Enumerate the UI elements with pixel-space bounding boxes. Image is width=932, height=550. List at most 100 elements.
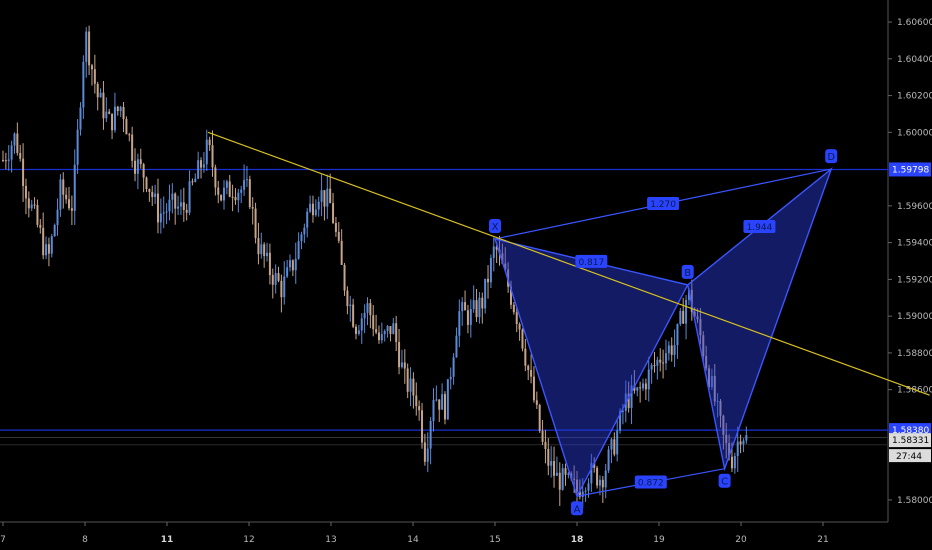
candle-body — [122, 106, 125, 120]
candle-body — [93, 69, 96, 84]
candle-body — [197, 160, 200, 179]
candle-body — [667, 345, 670, 354]
candle-body — [710, 375, 713, 388]
candle-body — [481, 297, 484, 309]
candle-body — [466, 310, 469, 325]
candle-body — [191, 181, 194, 183]
candle-body — [584, 490, 587, 492]
candle-body — [547, 448, 550, 466]
candle-body — [573, 478, 576, 480]
ratio-label: 0.872 — [638, 478, 664, 488]
candle-body — [151, 191, 154, 197]
candle-body — [268, 252, 271, 276]
y-tick-label: 1.59600 — [897, 202, 932, 212]
pattern-point-label: C — [721, 477, 728, 488]
candle-body — [179, 202, 182, 207]
candle-body — [409, 378, 412, 392]
candle-body — [334, 223, 337, 232]
candle-body — [613, 439, 616, 455]
level-price-label: 1.58380 — [892, 426, 929, 436]
candle-body — [162, 212, 165, 214]
candle-body — [621, 410, 624, 412]
candle-body — [225, 181, 228, 188]
x-tick-label: 11 — [161, 535, 174, 545]
candle-body — [128, 134, 131, 136]
candle-body — [355, 326, 358, 334]
candle-body — [435, 399, 438, 401]
candle-body — [489, 257, 492, 283]
candle-body — [200, 160, 203, 168]
candle-body — [337, 231, 340, 241]
candle-body — [515, 312, 518, 325]
candle-body — [260, 244, 263, 255]
candle-body — [616, 430, 619, 455]
candle-body — [297, 241, 300, 259]
candle-body — [10, 145, 13, 160]
candle-body — [277, 273, 280, 281]
x-tick-label: 21 — [817, 535, 828, 545]
candle-body — [412, 378, 415, 396]
candle-body — [725, 434, 728, 444]
candle-body — [423, 442, 426, 462]
candle-body — [708, 368, 711, 388]
candle-body — [291, 260, 294, 271]
candle-body — [113, 106, 116, 131]
candle-body — [696, 316, 699, 320]
candle-body — [601, 479, 604, 488]
candle-body — [478, 297, 481, 318]
candle-body — [50, 236, 53, 254]
candle-body — [99, 92, 102, 98]
x-tick-label: 8 — [82, 535, 88, 545]
candle-body — [154, 193, 157, 197]
candle-body — [567, 473, 570, 475]
candle-body — [79, 107, 82, 130]
candle-body — [340, 240, 343, 265]
pattern-point-label: A — [574, 504, 581, 515]
candle-body — [42, 227, 45, 256]
candle-body — [309, 203, 312, 212]
y-tick-label: 1.58600 — [897, 386, 932, 396]
candle-body — [311, 203, 314, 216]
candle-body — [647, 369, 650, 390]
candle-body — [653, 365, 656, 367]
candle-body — [90, 65, 93, 70]
level-price-tag — [889, 162, 931, 177]
ratio-label: 1.944 — [747, 223, 773, 233]
ratio-label: 1.270 — [650, 200, 676, 210]
candle-body — [639, 387, 642, 389]
candle-body — [283, 276, 286, 298]
candle-body — [475, 300, 478, 318]
candle-body — [96, 83, 99, 98]
candle-body — [116, 106, 119, 112]
candle-body — [237, 192, 240, 201]
candles — [2, 25, 748, 508]
candle-body — [524, 348, 527, 366]
candle-body — [76, 129, 79, 165]
candle-body — [303, 227, 306, 235]
candle-body — [148, 189, 151, 192]
candle-body — [329, 188, 332, 204]
candle-body — [326, 188, 329, 207]
candle-body — [443, 394, 446, 420]
candle-body — [53, 225, 56, 237]
candle-body — [555, 472, 558, 476]
candle-body — [211, 145, 214, 168]
candle-body — [728, 443, 731, 457]
candle-body — [521, 329, 524, 349]
candle-body — [39, 224, 42, 228]
candle-body — [136, 159, 139, 174]
candle-body — [685, 299, 688, 324]
pattern-point-label: D — [827, 152, 835, 163]
candle-body — [650, 365, 653, 370]
y-tick-label: 1.60000 — [897, 128, 932, 138]
candle-body — [205, 139, 208, 165]
candle-body — [349, 304, 352, 307]
candle-body — [544, 441, 547, 449]
candle-body — [673, 345, 676, 355]
candle-body — [274, 273, 277, 285]
ratio-label-box — [634, 475, 667, 489]
candle-body — [286, 267, 289, 277]
candle-body — [398, 341, 401, 368]
